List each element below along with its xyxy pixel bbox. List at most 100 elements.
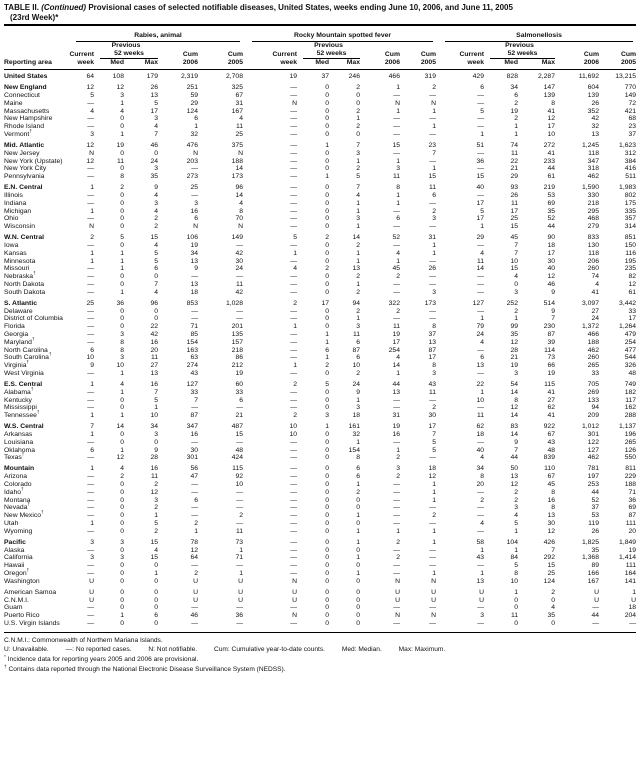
data-cell: U — [594, 596, 599, 604]
data-cell: 1 — [514, 123, 518, 131]
data-cell: — — [429, 454, 436, 462]
data-cell: 1 — [239, 569, 243, 577]
data-cell: 19 — [547, 369, 555, 377]
data-cell: 15 — [476, 173, 484, 181]
data-cell: 218 — [587, 199, 599, 207]
data-cell: 0 — [356, 604, 360, 612]
data-cell: U — [594, 588, 599, 596]
data-cell: 28 — [510, 346, 518, 354]
data-cell: 1 — [90, 207, 94, 215]
row-label: Utah — [4, 519, 19, 527]
data-cell: 550 — [624, 454, 637, 462]
data-cell: 1 — [325, 354, 329, 362]
data-cell: 12 — [86, 157, 94, 165]
weeks52-label: 52 weeks — [100, 50, 158, 59]
data-cell: — — [393, 512, 400, 520]
data-cell: 73 — [235, 538, 243, 546]
data-cell: 32 — [591, 123, 599, 131]
data-cell: 15 — [428, 173, 436, 181]
data-cell: 0 — [356, 577, 360, 585]
data-cell: 0 — [154, 562, 158, 570]
data-cell: 7 — [154, 131, 158, 139]
data-cell: 0 — [120, 588, 124, 596]
row-label: North Carolina — [4, 346, 48, 354]
data-cell: 5 — [432, 446, 436, 454]
data-cell: 0 — [325, 519, 329, 527]
data-cell: 20 — [476, 480, 484, 488]
data-cell: 126 — [624, 446, 637, 454]
data-cell: 122 — [587, 438, 599, 446]
data-cell: 167 — [231, 107, 243, 115]
data-cell: 0 — [120, 281, 124, 289]
data-cell: 0 — [325, 369, 329, 377]
footnote-legend: U: Unavailable. —: No reported cases. N:… — [4, 646, 636, 654]
data-cell: 19 — [235, 369, 243, 377]
data-cell: 13,215 — [615, 73, 637, 81]
data-cell: 1 — [432, 242, 436, 250]
year-2005-header: 2005 — [198, 58, 243, 70]
data-cell: U — [395, 596, 400, 604]
data-cell: 0 — [325, 184, 329, 192]
data-cell: — — [393, 496, 400, 504]
data-cell: 8 — [551, 488, 555, 496]
data-cell: — — [393, 619, 400, 627]
table-row: Texas† —12 28 301 424—0 8 2—4 44 839 462 550 — [4, 452, 637, 462]
data-cell: 21 — [510, 354, 518, 362]
row-label: Nebraska† — [4, 270, 36, 281]
data-cell: 1 — [293, 323, 297, 331]
table-row: S. Atlantic 25 36 96 853 1,028 2 17 94 322 173 127 2… — [4, 296, 636, 307]
data-cell: 127 — [587, 446, 599, 454]
data-cell: 0 — [514, 619, 518, 627]
data-cell: 2 — [432, 207, 436, 215]
data-cell: 31 — [235, 99, 243, 107]
data-cell: 5 — [480, 107, 484, 115]
data-cell: 31 — [392, 412, 400, 420]
data-cell: 8 — [396, 184, 400, 192]
data-cell: 1 — [120, 265, 124, 273]
row-label: Iowa — [4, 242, 19, 250]
data-cell: 12 — [116, 84, 124, 92]
data-cell: 416 — [624, 165, 637, 173]
data-cell: 9 — [154, 446, 158, 454]
data-cell: 3 — [356, 323, 360, 331]
data-cell: — — [87, 438, 94, 446]
data-cell: 119 — [588, 519, 599, 527]
data-cell: 52 — [392, 234, 400, 242]
data-cell: — — [290, 273, 297, 281]
data-cell: 5 — [120, 234, 124, 242]
data-cell: 421 — [624, 107, 637, 115]
data-cell: 18 — [352, 412, 360, 420]
data-cell: 6 — [325, 346, 329, 354]
data-cell: — — [87, 115, 94, 123]
data-cell: 3 — [154, 115, 158, 123]
data-cell: 4 — [480, 519, 484, 527]
data-cell: — — [477, 562, 484, 570]
data-cell: 188 — [587, 338, 599, 346]
data-cell: 24 — [352, 380, 360, 388]
data-cell: 6 — [194, 215, 198, 223]
table-row: North Carolina 6 8 20 163 218 — 6 87 254 87 — 28 114 4… — [4, 346, 636, 354]
data-cell: — — [191, 619, 198, 627]
data-cell: — — [290, 404, 297, 412]
data-cell: 0 — [325, 149, 329, 157]
data-cell: 41 — [547, 412, 555, 420]
data-cell: 43 — [190, 369, 198, 377]
data-cell: 4 — [396, 354, 400, 362]
data-cell: 0 — [325, 465, 329, 473]
data-cell: 7 — [514, 446, 518, 454]
data-cell: 2 — [356, 84, 360, 92]
data-cell: — — [290, 569, 297, 577]
data-cell: 2 — [194, 569, 198, 577]
data-cell: — — [87, 242, 94, 250]
data-cell: 1 — [356, 115, 360, 123]
data-cell: 1,264 — [619, 323, 637, 331]
data-cell: — — [290, 388, 297, 396]
data-cell: 0 — [120, 307, 124, 315]
data-cell: 6 — [239, 396, 243, 404]
data-cell: — — [290, 173, 297, 181]
data-cell: 26 — [591, 99, 599, 107]
data-cell: 4 — [514, 512, 518, 520]
table-row: Georgia —3 42 85 135—1 11 19 37 24 35 87 466 479 — [4, 331, 636, 339]
data-cell: 9 — [514, 438, 518, 446]
data-cell: 2 — [154, 215, 158, 223]
